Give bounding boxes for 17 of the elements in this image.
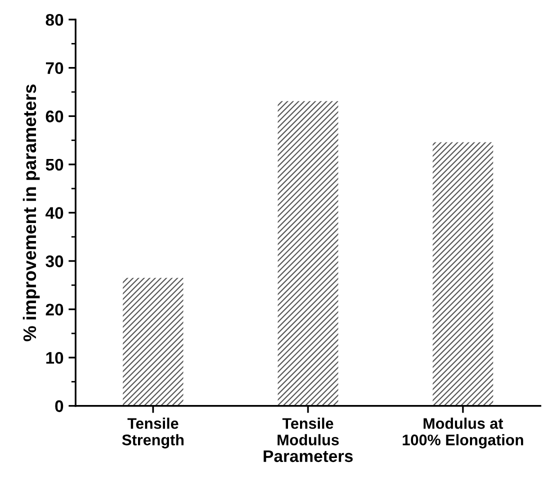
y-tick-label: 60 [46, 110, 64, 122]
y-tick-label: 50 [46, 158, 64, 171]
y-tick-label: 80 [46, 14, 64, 26]
y-tick-label: 30 [46, 255, 64, 268]
y-tick-label: 20 [46, 304, 64, 316]
bar [278, 101, 338, 406]
bar [432, 142, 494, 406]
y-tick-label: 0 [55, 400, 64, 412]
y-axis-title: % improvement in parameters [22, 84, 40, 342]
x-axis-title: Parameters [264, 450, 353, 462]
y-tick-label: 70 [46, 62, 64, 74]
bar [122, 278, 184, 406]
x-tick-label: Tensile Modulus [278, 418, 339, 446]
x-tick-label: Modulus at 100% Elongation [402, 418, 524, 448]
y-tick-label: 10 [46, 352, 64, 364]
x-tick-label: Tensile Strength [122, 418, 184, 448]
y-tick-label: 40 [46, 207, 64, 219]
